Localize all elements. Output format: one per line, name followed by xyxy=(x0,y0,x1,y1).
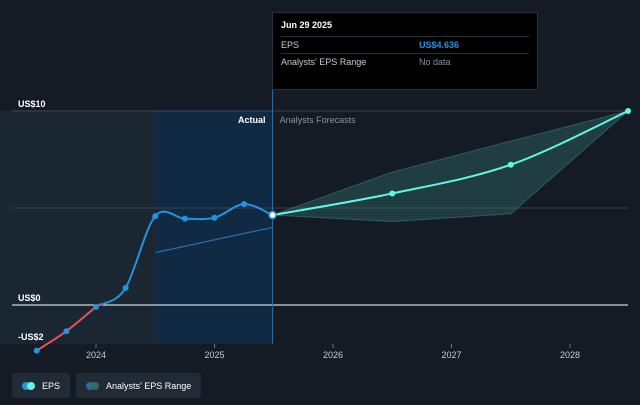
eps-point[interactable] xyxy=(93,303,99,310)
eps-point[interactable] xyxy=(181,215,188,222)
section-label-actual: Actual xyxy=(238,115,266,125)
eps-point[interactable] xyxy=(241,201,248,208)
forecast-point[interactable] xyxy=(389,190,396,197)
hover-tooltip: Jun 29 2025 EPS US$4.636 Analysts' EPS R… xyxy=(272,12,538,90)
eps-point[interactable] xyxy=(63,328,70,335)
y-tick-label: -US$2 xyxy=(18,332,44,342)
eps-point[interactable] xyxy=(211,214,218,221)
legend-item-eps[interactable]: EPS xyxy=(12,373,71,398)
y-tick-label: US$10 xyxy=(18,99,46,109)
eps-line-forecast xyxy=(272,110,629,217)
tooltip-eps-label: EPS xyxy=(281,40,300,50)
eps-legend-icon xyxy=(22,381,36,390)
legend-range-label: Analysts' EPS Range xyxy=(106,380,192,391)
eps-point[interactable] xyxy=(33,347,40,354)
forecast-point[interactable] xyxy=(625,108,632,114)
y-tick-label: US$0 xyxy=(18,293,41,303)
tooltip-eps-value: US$4.636 xyxy=(419,40,460,50)
eps-point[interactable] xyxy=(268,210,277,220)
x-tick-label: 2025 xyxy=(204,350,224,360)
legend-eps-label: EPS xyxy=(42,380,61,391)
x-tick-label: 2027 xyxy=(441,350,461,360)
tooltip-range-value: No data xyxy=(419,57,451,67)
tooltip-range-label: Analysts' EPS Range xyxy=(281,57,367,67)
x-tick-label: 2028 xyxy=(560,350,580,360)
eps-point[interactable] xyxy=(122,284,129,291)
eps-line-negative xyxy=(36,303,102,352)
forecast-point[interactable] xyxy=(507,161,514,168)
past-estimate-line xyxy=(155,226,273,254)
x-tick-label: 2024 xyxy=(86,350,106,360)
actual-highlight-shade xyxy=(155,110,273,344)
eps-point[interactable] xyxy=(152,213,159,220)
legend-item-analysts-range[interactable]: Analysts' EPS Range xyxy=(76,373,202,398)
tooltip-date: Jun 29 2025 xyxy=(281,20,333,30)
tooltip-row-eps: EPS US$4.636 xyxy=(281,36,529,53)
chart-legend: EPS Analysts' EPS Range xyxy=(12,373,202,398)
x-tick-label: 2026 xyxy=(323,350,343,360)
tooltip-row-range: Analysts' EPS Range No data xyxy=(281,53,529,70)
range-legend-icon xyxy=(86,381,100,390)
section-label-forecast: Analysts Forecasts xyxy=(280,115,357,125)
